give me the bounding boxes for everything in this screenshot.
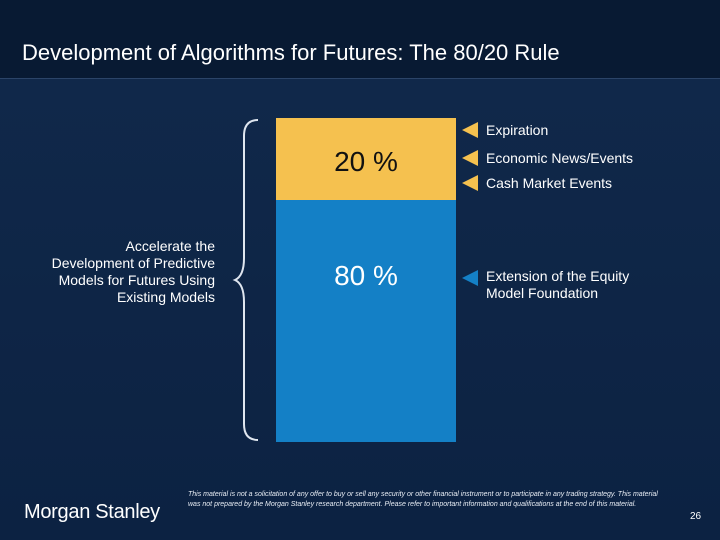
pct-label-20: 20 %: [334, 146, 398, 177]
annotation-equity-line-1: Extension of the Equity: [486, 268, 630, 284]
annotation-cash-market: Cash Market Events: [486, 175, 613, 191]
page-number: 26: [690, 511, 702, 522]
annotation-expiration: Expiration: [486, 122, 549, 138]
left-label: Accelerate the Development of Predictive…: [51, 238, 215, 305]
annotation-equity-model: Extension of the Equity Model Foundation: [486, 268, 629, 302]
curly-brace: [232, 119, 259, 441]
bar-segment-20: 20 %: [276, 118, 456, 200]
yellow-triangle-icon: [462, 150, 478, 166]
annotation-equity-line-2: Model Foundation: [486, 285, 599, 301]
pct-label-80: 80 %: [334, 260, 398, 291]
slide-header: Development of Algorithms for Futures: T…: [0, 0, 720, 79]
blue-triangle-icon: [462, 270, 478, 286]
morgan-stanley-logo: Morgan Stanley: [24, 501, 160, 523]
annotation-economic-news: Economic News/Events: [486, 150, 634, 166]
yellow-triangle-icon: [462, 122, 478, 138]
disclaimer-text: This material is not a solicitation of a…: [188, 491, 658, 508]
slide-title: Development of Algorithms for Futures: T…: [22, 40, 560, 65]
bar-segment-80: 80 %: [276, 200, 456, 442]
yellow-triangle-icon: [462, 175, 478, 191]
